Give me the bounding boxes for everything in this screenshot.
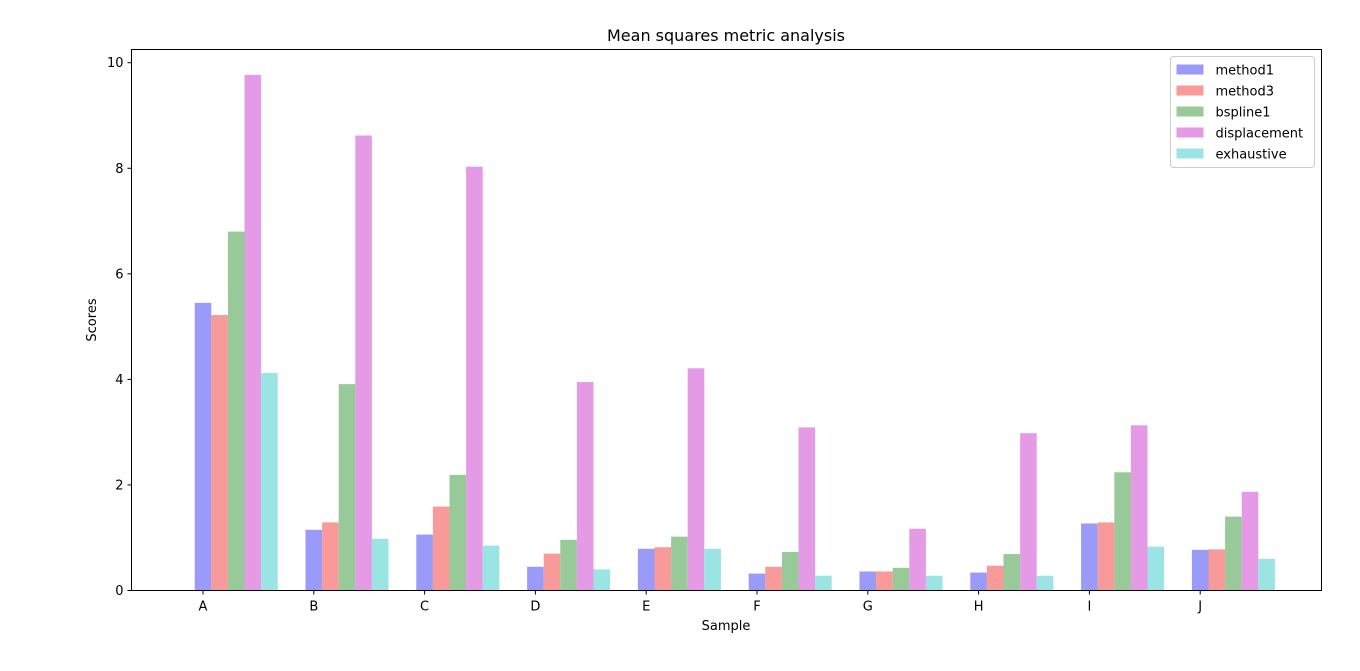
bar-method1-B [305,529,323,591]
bar-exhaustive-C [482,545,500,591]
bar-displacement-G [909,528,926,591]
plot-area-frame [131,49,1322,591]
bar-bspline1-F [781,551,799,591]
bar-displacement-F [798,427,816,591]
bar-exhaustive-B [371,538,389,591]
legend-label-method1: method1 [1216,64,1274,79]
bar-displacement-J [1241,491,1259,591]
x-tick-label: G [863,600,873,615]
legend-swatch-displacement [1176,127,1204,138]
bar-method1-A [194,302,212,591]
bar-method3-G [876,571,893,591]
x-axis-label: Sample [702,619,751,634]
bar-displacement-H [1020,433,1037,591]
bar-exhaustive-F [815,575,832,591]
legend-swatch-exhaustive [1176,148,1204,159]
bar-bspline1-A [227,231,245,591]
legend-swatch-method3 [1176,85,1204,96]
y-tick-label: 8 [115,162,123,177]
y-tick-label: 4 [115,373,123,388]
y-tick-label: 2 [115,478,123,493]
y-tick-label: 0 [115,584,123,599]
bar-exhaustive-A [261,373,278,591]
bar-displacement-I [1130,425,1148,591]
x-tick-label: A [199,600,208,615]
x-tick-label: H [974,600,984,615]
bar-method3-J [1208,549,1226,591]
bar-method1-I [1081,523,1098,591]
bar-displacement-D [576,382,594,591]
bar-exhaustive-H [1036,575,1054,591]
bar-bspline1-H [1003,554,1021,591]
bar-displacement-C [466,166,483,591]
bar-method3-D [543,553,561,591]
bar-displacement-E [687,368,705,591]
legend-label-method3: method3 [1216,85,1274,100]
bar-exhaustive-D [593,569,611,591]
bar-displacement-A [244,74,262,591]
bar-method1-E [637,548,655,591]
bar-method1-C [416,534,433,591]
x-tick-label: E [642,600,650,615]
bar-method3-F [765,566,782,591]
legend-label-bspline1: bspline1 [1216,106,1271,121]
bar-exhaustive-G [925,575,943,591]
bar-exhaustive-E [704,548,721,591]
bar-method3-E [654,547,672,591]
legend-label-displacement: displacement [1216,127,1304,142]
x-tick-label: F [753,600,760,615]
bar-method3-B [322,522,339,591]
bar-method3-I [1097,522,1115,591]
bar-method1-H [970,572,987,591]
bar-bspline1-C [449,474,467,591]
bar-method1-J [1191,549,1209,591]
legend-box [1170,56,1315,168]
bars-group [194,74,1275,591]
bar-bspline1-I [1114,472,1131,591]
x-tick-label: I [1087,600,1091,615]
x-tick-label: C [420,600,429,615]
bar-bspline1-D [560,539,577,591]
bar-exhaustive-J [1258,558,1275,591]
bar-bspline1-G [892,567,910,591]
x-tick-label: J [1197,600,1202,615]
legend: method1 method3 bspline1 displacement exhaus… [1170,56,1315,168]
y-tick-label: 10 [107,56,124,71]
bar-exhaustive-I [1147,546,1165,591]
bar-method1-G [859,571,877,591]
y-tick-label: 6 [115,267,123,282]
bar-bspline1-E [671,536,688,591]
legend-swatch-bspline1 [1176,106,1204,117]
x-tick-label: B [309,600,318,615]
bar-method3-A [211,314,228,591]
y-ticks-group: 0 2 4 6 8 10 [107,56,132,599]
x-ticks-group: A B C D E F G H I J [199,590,1202,615]
bar-method3-C [432,506,450,591]
bar-bspline1-B [338,384,356,591]
bar-method1-F [748,573,766,591]
legend-swatch-method1 [1176,64,1204,75]
chart-title: Mean squares metric analysis [607,26,845,45]
legend-label-exhaustive: exhaustive [1216,148,1287,163]
bar-method1-D [527,566,544,591]
bar-method3-H [986,565,1004,591]
bar-displacement-B [355,135,372,591]
bar-bspline1-J [1225,516,1242,591]
y-axis-label: Scores [85,298,100,341]
x-tick-label: D [530,600,540,615]
